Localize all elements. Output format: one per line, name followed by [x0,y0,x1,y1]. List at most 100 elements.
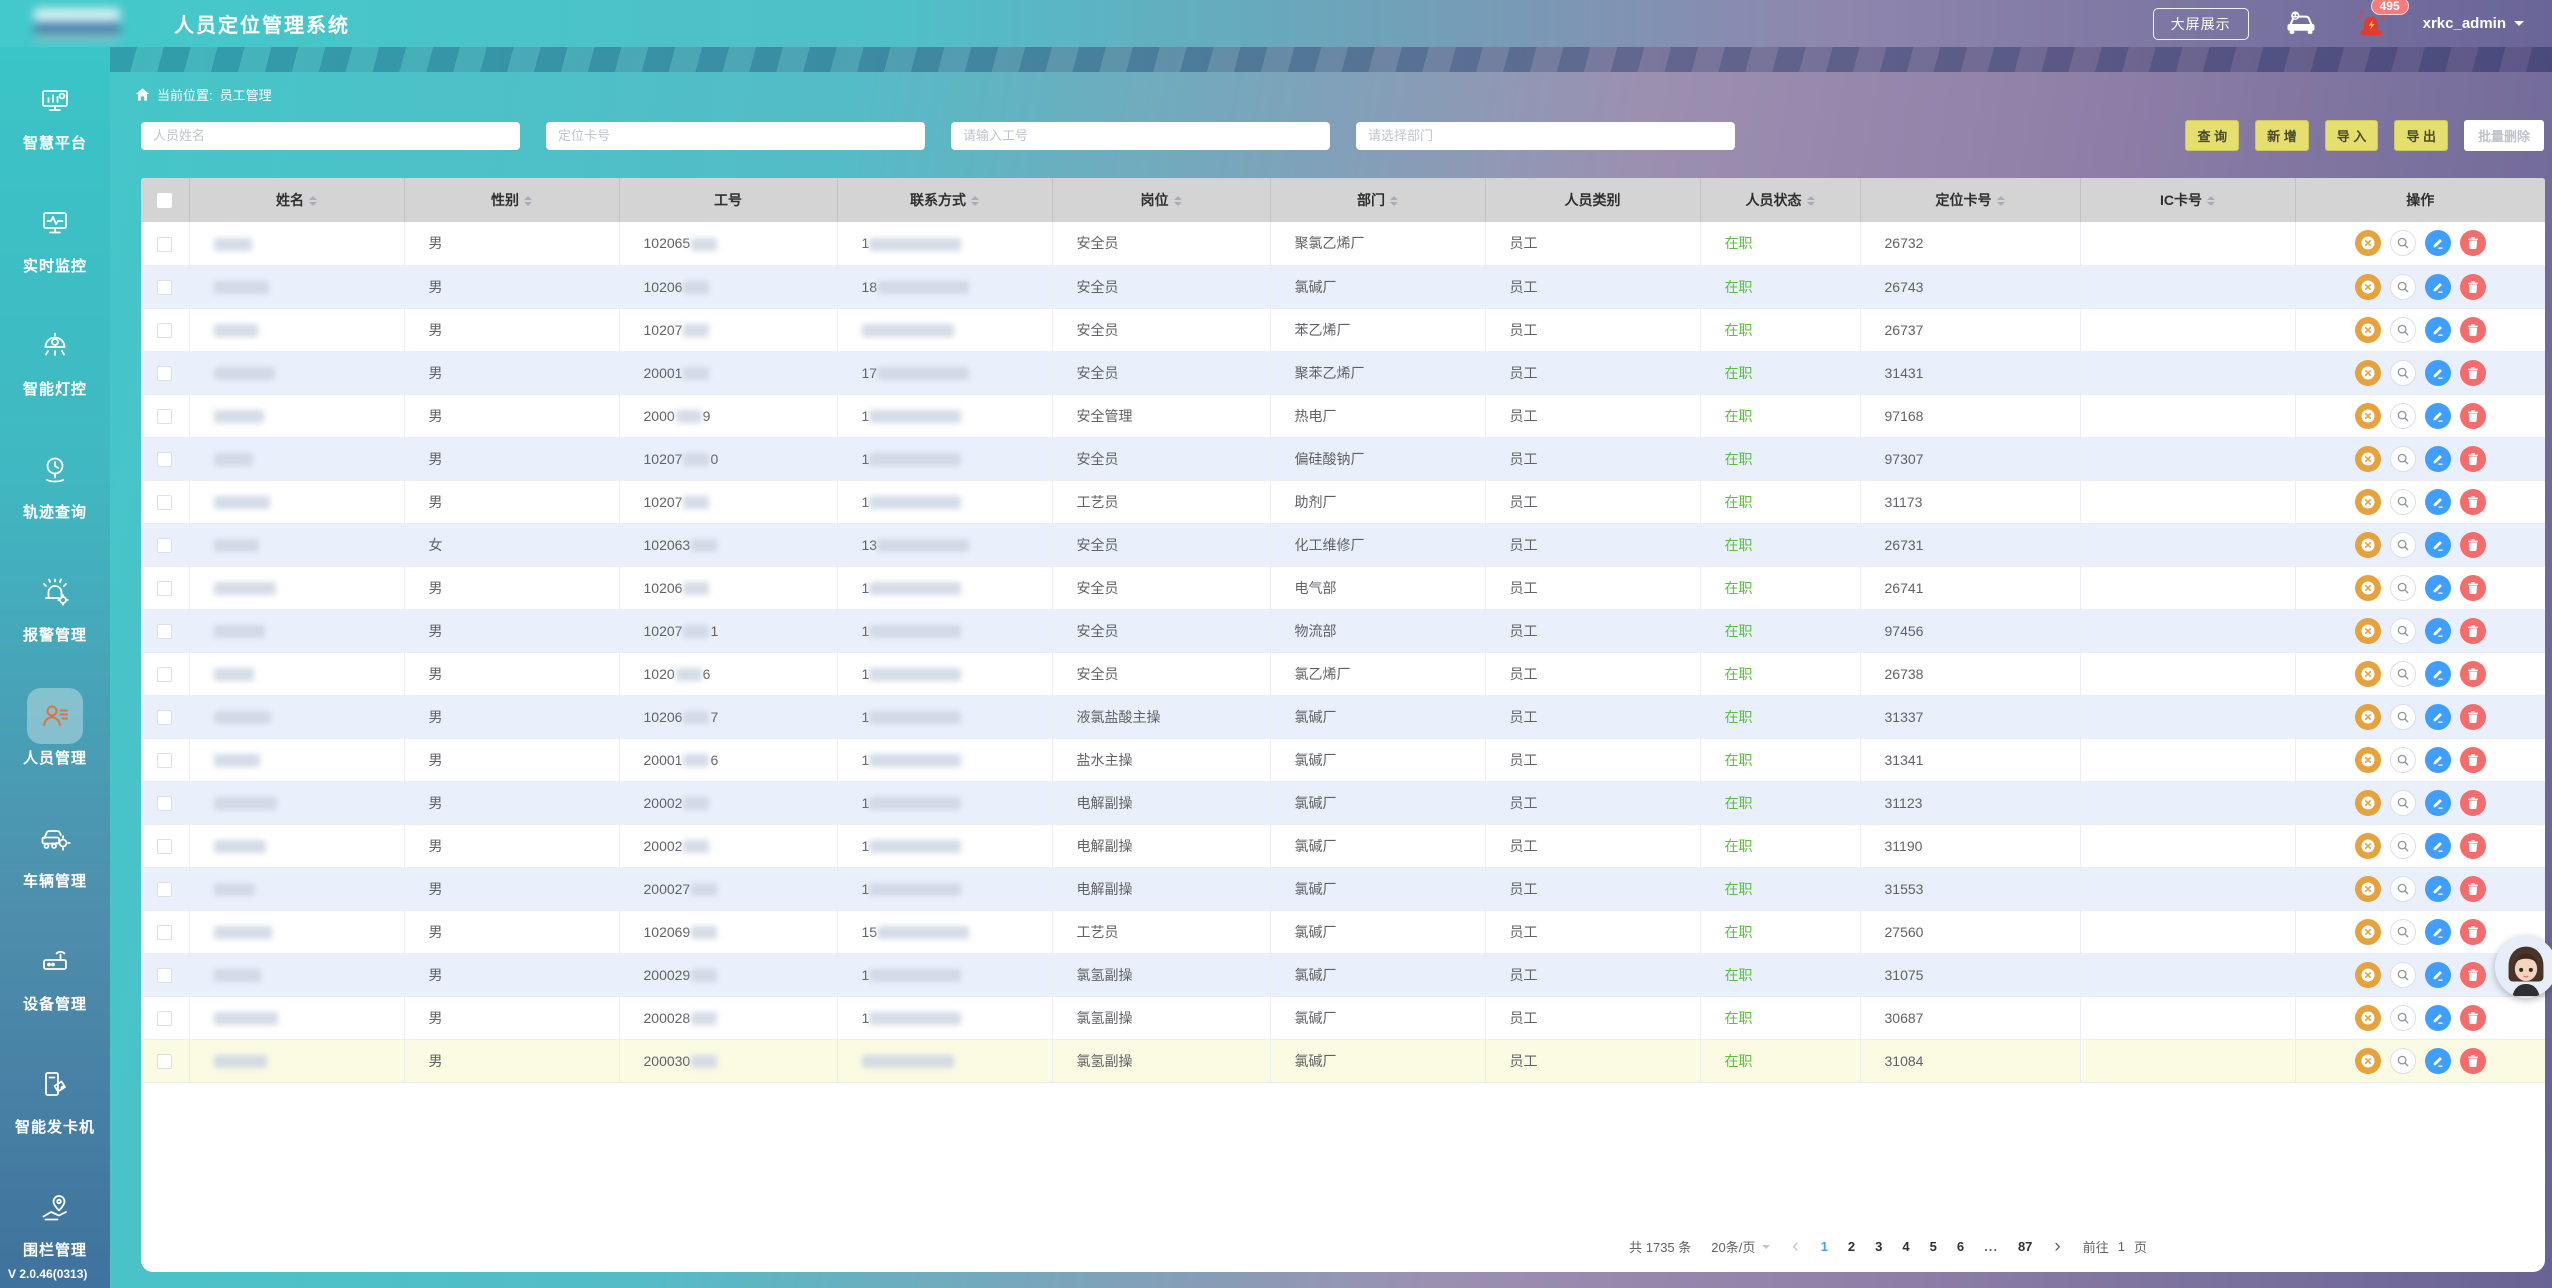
delete-button[interactable] [2459,445,2486,472]
sidebar-item-fence-manage[interactable]: 围栏管理 [23,1180,87,1260]
row-checkbox[interactable] [157,924,173,940]
row-checkbox[interactable] [157,365,173,381]
sidebar-item-vehicle-manage[interactable]: 车辆管理 [23,811,87,891]
view-button[interactable] [2389,746,2416,773]
big-screen-button[interactable]: 大屏展示 [2152,7,2249,40]
unbind-card-button[interactable] [2354,445,2381,472]
row-checkbox[interactable] [157,580,173,596]
row-checkbox[interactable] [157,236,173,252]
sort-icon[interactable] [309,196,317,207]
delete-button[interactable] [2459,660,2486,687]
row-checkbox[interactable] [157,795,173,811]
delete-button[interactable] [2459,918,2486,945]
page-button-87[interactable]: 87 [2017,1239,2033,1254]
edit-button[interactable] [2424,746,2451,773]
row-checkbox[interactable] [157,408,173,424]
view-button[interactable] [2389,617,2416,644]
unbind-card-button[interactable] [2354,531,2381,558]
page-size-select[interactable]: 20条/页 [1711,1237,1771,1256]
edit-button[interactable] [2424,273,2451,300]
view-button[interactable] [2389,703,2416,730]
unbind-card-button[interactable] [2354,789,2381,816]
column-header-department[interactable]: 部门 [1270,178,1486,222]
unbind-card-button[interactable] [2354,1047,2381,1074]
edit-button[interactable] [2424,617,2451,644]
page-button-2[interactable]: 2 [1847,1239,1856,1254]
edit-button[interactable] [2424,875,2451,902]
page-button-5[interactable]: 5 [1929,1239,1937,1254]
column-header-position[interactable]: 岗位 [1052,178,1271,222]
row-checkbox[interactable] [157,752,173,768]
unbind-card-button[interactable] [2354,875,2381,902]
sidebar-item-personnel-manage[interactable]: 人员管理 [23,688,87,768]
department-select[interactable] [1356,121,1735,150]
edit-button[interactable] [2424,574,2451,601]
sort-icon[interactable] [2207,196,2215,207]
edit-button[interactable] [2424,445,2451,472]
unbind-card-button[interactable] [2354,660,2381,687]
edit-button[interactable] [2424,789,2451,816]
unbind-card-button[interactable] [2354,574,2381,601]
sidebar-item-card-dispenser[interactable]: 智能发卡机 [15,1057,95,1137]
row-checkbox[interactable] [157,537,173,553]
edit-button[interactable] [2424,703,2451,730]
edit-button[interactable] [2424,1047,2451,1074]
export-button[interactable]: 导 出 [2394,120,2448,151]
sidebar-item-light-control[interactable]: 智能灯控 [23,319,87,399]
row-checkbox[interactable] [157,279,173,295]
sidebar-item-alarm-manage[interactable]: 报警管理 [23,565,87,645]
delete-button[interactable] [2459,402,2486,429]
sort-icon[interactable] [971,196,979,207]
delete-button[interactable] [2459,531,2486,558]
edit-button[interactable] [2424,918,2451,945]
column-header-gender[interactable]: 性别 [404,178,620,222]
row-checkbox[interactable] [157,1053,173,1069]
edit-button[interactable] [2424,316,2451,343]
row-checkbox[interactable] [157,451,173,467]
delete-button[interactable] [2459,1004,2486,1031]
view-button[interactable] [2389,660,2416,687]
row-checkbox[interactable] [157,1010,173,1026]
unbind-card-button[interactable] [2354,703,2381,730]
row-checkbox[interactable] [157,666,173,682]
unbind-card-button[interactable] [2354,273,2381,300]
delete-button[interactable] [2459,273,2486,300]
edit-button[interactable] [2424,961,2451,988]
sort-icon[interactable] [1806,196,1815,207]
unbind-card-button[interactable] [2354,961,2381,988]
view-button[interactable] [2389,445,2416,472]
page-button-1[interactable]: 1 [1820,1239,1828,1254]
import-button[interactable]: 导 入 [2324,120,2379,151]
view-button[interactable] [2389,230,2416,257]
view-button[interactable] [2389,316,2416,343]
column-header-ic[interactable]: IC卡号 [2080,178,2296,222]
delete-button[interactable] [2459,359,2486,386]
delete-button[interactable] [2459,574,2486,601]
add-button[interactable]: 新 增 [2255,120,2309,151]
sort-icon[interactable] [1996,196,2005,207]
edit-button[interactable] [2424,531,2451,558]
delete-button[interactable] [2459,617,2486,644]
unbind-card-button[interactable] [2354,918,2381,945]
unbind-card-button[interactable] [2354,402,2381,429]
view-button[interactable] [2389,402,2416,429]
view-button[interactable] [2389,488,2416,515]
alarm-icon[interactable]: 495 [2353,0,2409,40]
edit-button[interactable] [2424,1004,2451,1031]
row-checkbox[interactable] [157,494,173,510]
next-page-button[interactable]: › [2054,1236,2061,1257]
view-button[interactable] [2389,961,2416,988]
page-button-3[interactable]: 3 [1875,1239,1883,1254]
unbind-card-button[interactable] [2354,746,2381,773]
delete-button[interactable] [2459,832,2486,859]
assistant-avatar[interactable] [2495,936,2552,998]
view-button[interactable] [2389,789,2416,816]
unbind-card-button[interactable] [2354,1004,2381,1031]
row-checkbox[interactable] [157,322,173,338]
name-input[interactable] [141,121,520,150]
unbind-card-button[interactable] [2354,832,2381,859]
sort-icon[interactable] [1173,196,1182,207]
unbind-card-button[interactable] [2354,230,2381,257]
view-button[interactable] [2389,574,2416,601]
column-header-card[interactable]: 定位卡号 [1860,178,2081,222]
